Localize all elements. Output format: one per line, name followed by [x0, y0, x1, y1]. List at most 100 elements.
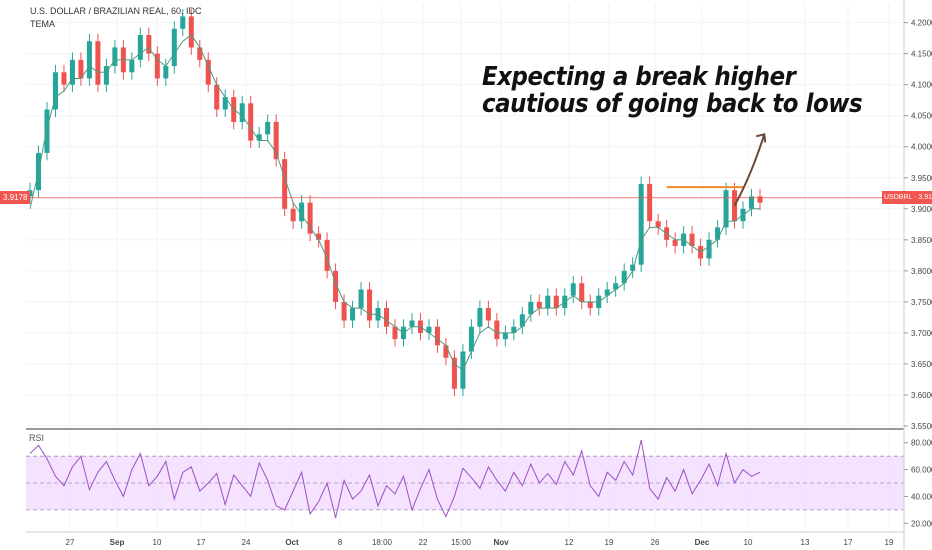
time-tick-label: 19 — [605, 538, 614, 547]
price-candle — [689, 226, 695, 254]
time-tick-label: 12 — [565, 538, 574, 547]
last-price-badge-right: USDBRL · 3.9178 — [882, 191, 932, 205]
time-axis: 27 Sep 10 17 24 Oct 8 18:00 22 15:00 Nov 12 19 26 Dec 1… — [66, 538, 894, 547]
price-candle — [171, 21, 177, 74]
annotation-line-2: cautious of going back to lows — [482, 89, 863, 119]
annotation-line-1: Expecting a break higher — [482, 62, 796, 92]
price-candle — [248, 95, 254, 148]
price-candles — [27, 8, 763, 397]
price-candle — [350, 300, 356, 328]
price-candle — [299, 195, 305, 229]
price-candle — [647, 176, 653, 229]
price-candle — [621, 263, 627, 291]
price-tick-label: 3.6500 — [911, 360, 932, 369]
badge-price: 3.9178 — [918, 194, 932, 202]
price-candle — [316, 226, 322, 248]
time-tick-label: Oct — [285, 538, 299, 547]
price-candle — [528, 294, 534, 322]
price-candle — [511, 319, 517, 341]
price-candle — [502, 325, 508, 347]
tema-line — [29, 34, 760, 371]
rsi-tick-label: 60.0000 — [911, 466, 932, 475]
price-candle — [536, 294, 542, 316]
price-candle — [188, 8, 194, 55]
price-candle — [137, 27, 143, 68]
price-tick-label: 4.0500 — [911, 112, 932, 121]
price-candle — [748, 188, 755, 217]
price-candle — [358, 282, 364, 316]
price-candle — [443, 337, 449, 366]
price-candle — [392, 319, 398, 347]
time-tick-label: Dec — [695, 538, 710, 547]
indicator-label: TEMA — [30, 19, 56, 29]
price-tick-label: 3.9000 — [911, 205, 932, 214]
time-tick-label: 10 — [153, 538, 162, 547]
time-tick-label: 24 — [242, 538, 251, 547]
price-candle — [44, 102, 50, 161]
price-candle — [69, 52, 75, 93]
time-tick-label: 8 — [338, 538, 343, 547]
price-candle — [95, 33, 101, 93]
price-candle — [154, 46, 160, 86]
price-candle — [655, 213, 661, 235]
rsi-tick-label: 80.0000 — [911, 439, 932, 448]
price-candle — [477, 300, 483, 335]
price-candle — [61, 64, 67, 93]
time-tick-label: 27 — [66, 538, 75, 547]
price-candle — [426, 319, 432, 341]
rsi-tick-label: 40.0000 — [911, 492, 932, 501]
price-candle — [180, 8, 186, 37]
price-candle — [579, 275, 585, 310]
price-candle — [757, 188, 763, 211]
price-candle — [112, 39, 118, 74]
price-candle — [409, 313, 415, 335]
badge-symbol: USDBRL — [884, 194, 913, 202]
price-candle — [638, 176, 644, 273]
price-candle — [307, 195, 313, 242]
price-candle — [706, 232, 712, 266]
price-candle — [129, 52, 135, 80]
price-candle — [604, 282, 610, 304]
price-candle — [103, 58, 109, 93]
time-tick-label: 15:00 — [451, 538, 472, 547]
price-tick-label: 3.5500 — [911, 422, 932, 431]
price-candle — [545, 288, 551, 316]
projection-arrowhead — [756, 133, 767, 143]
price-tick-label: 4.1000 — [911, 81, 932, 90]
price-candle — [214, 77, 220, 117]
price-tick-label: 3.6000 — [911, 391, 932, 400]
rsi-axis: 80.0000 60.0000 40.0000 20.0000 — [904, 439, 932, 528]
price-tick-label: 3.9500 — [911, 174, 932, 183]
price-candle — [613, 275, 619, 297]
price-candle — [239, 95, 245, 130]
price-candle — [52, 64, 58, 117]
price-candle — [485, 300, 491, 328]
price-candle — [570, 275, 576, 304]
price-candle — [341, 294, 347, 328]
price-candle — [273, 114, 279, 167]
price-candle — [256, 126, 262, 148]
rsi-line — [29, 439, 761, 519]
price-candle — [146, 27, 152, 62]
price-candle — [222, 89, 228, 117]
rsi-label: RSI — [29, 433, 45, 443]
rsi-guides — [26, 455, 904, 511]
price-candle — [553, 288, 559, 316]
price-axis: 4.2000 4.1500 4.1000 4.0500 4.0000 3.9500 3.90… — [904, 19, 932, 431]
price-candle — [587, 294, 593, 316]
time-tick-label: 10 — [744, 538, 753, 547]
price-tick-label: 4.0000 — [911, 143, 932, 152]
time-tick-label: 19 — [885, 538, 894, 547]
price-tick-label: 3.7500 — [911, 298, 932, 307]
price-tick-label: 3.8000 — [911, 267, 932, 276]
price-candle — [468, 319, 474, 359]
price-tick-label: 4.1500 — [911, 50, 932, 59]
grid-lines — [26, 4, 904, 530]
price-candle — [197, 39, 203, 68]
price-candle — [282, 151, 288, 217]
price-candle — [367, 282, 373, 328]
projection-arrow — [733, 134, 766, 207]
price-candle — [451, 350, 457, 397]
time-tick-label: 22 — [419, 538, 428, 547]
price-candle — [672, 232, 678, 254]
